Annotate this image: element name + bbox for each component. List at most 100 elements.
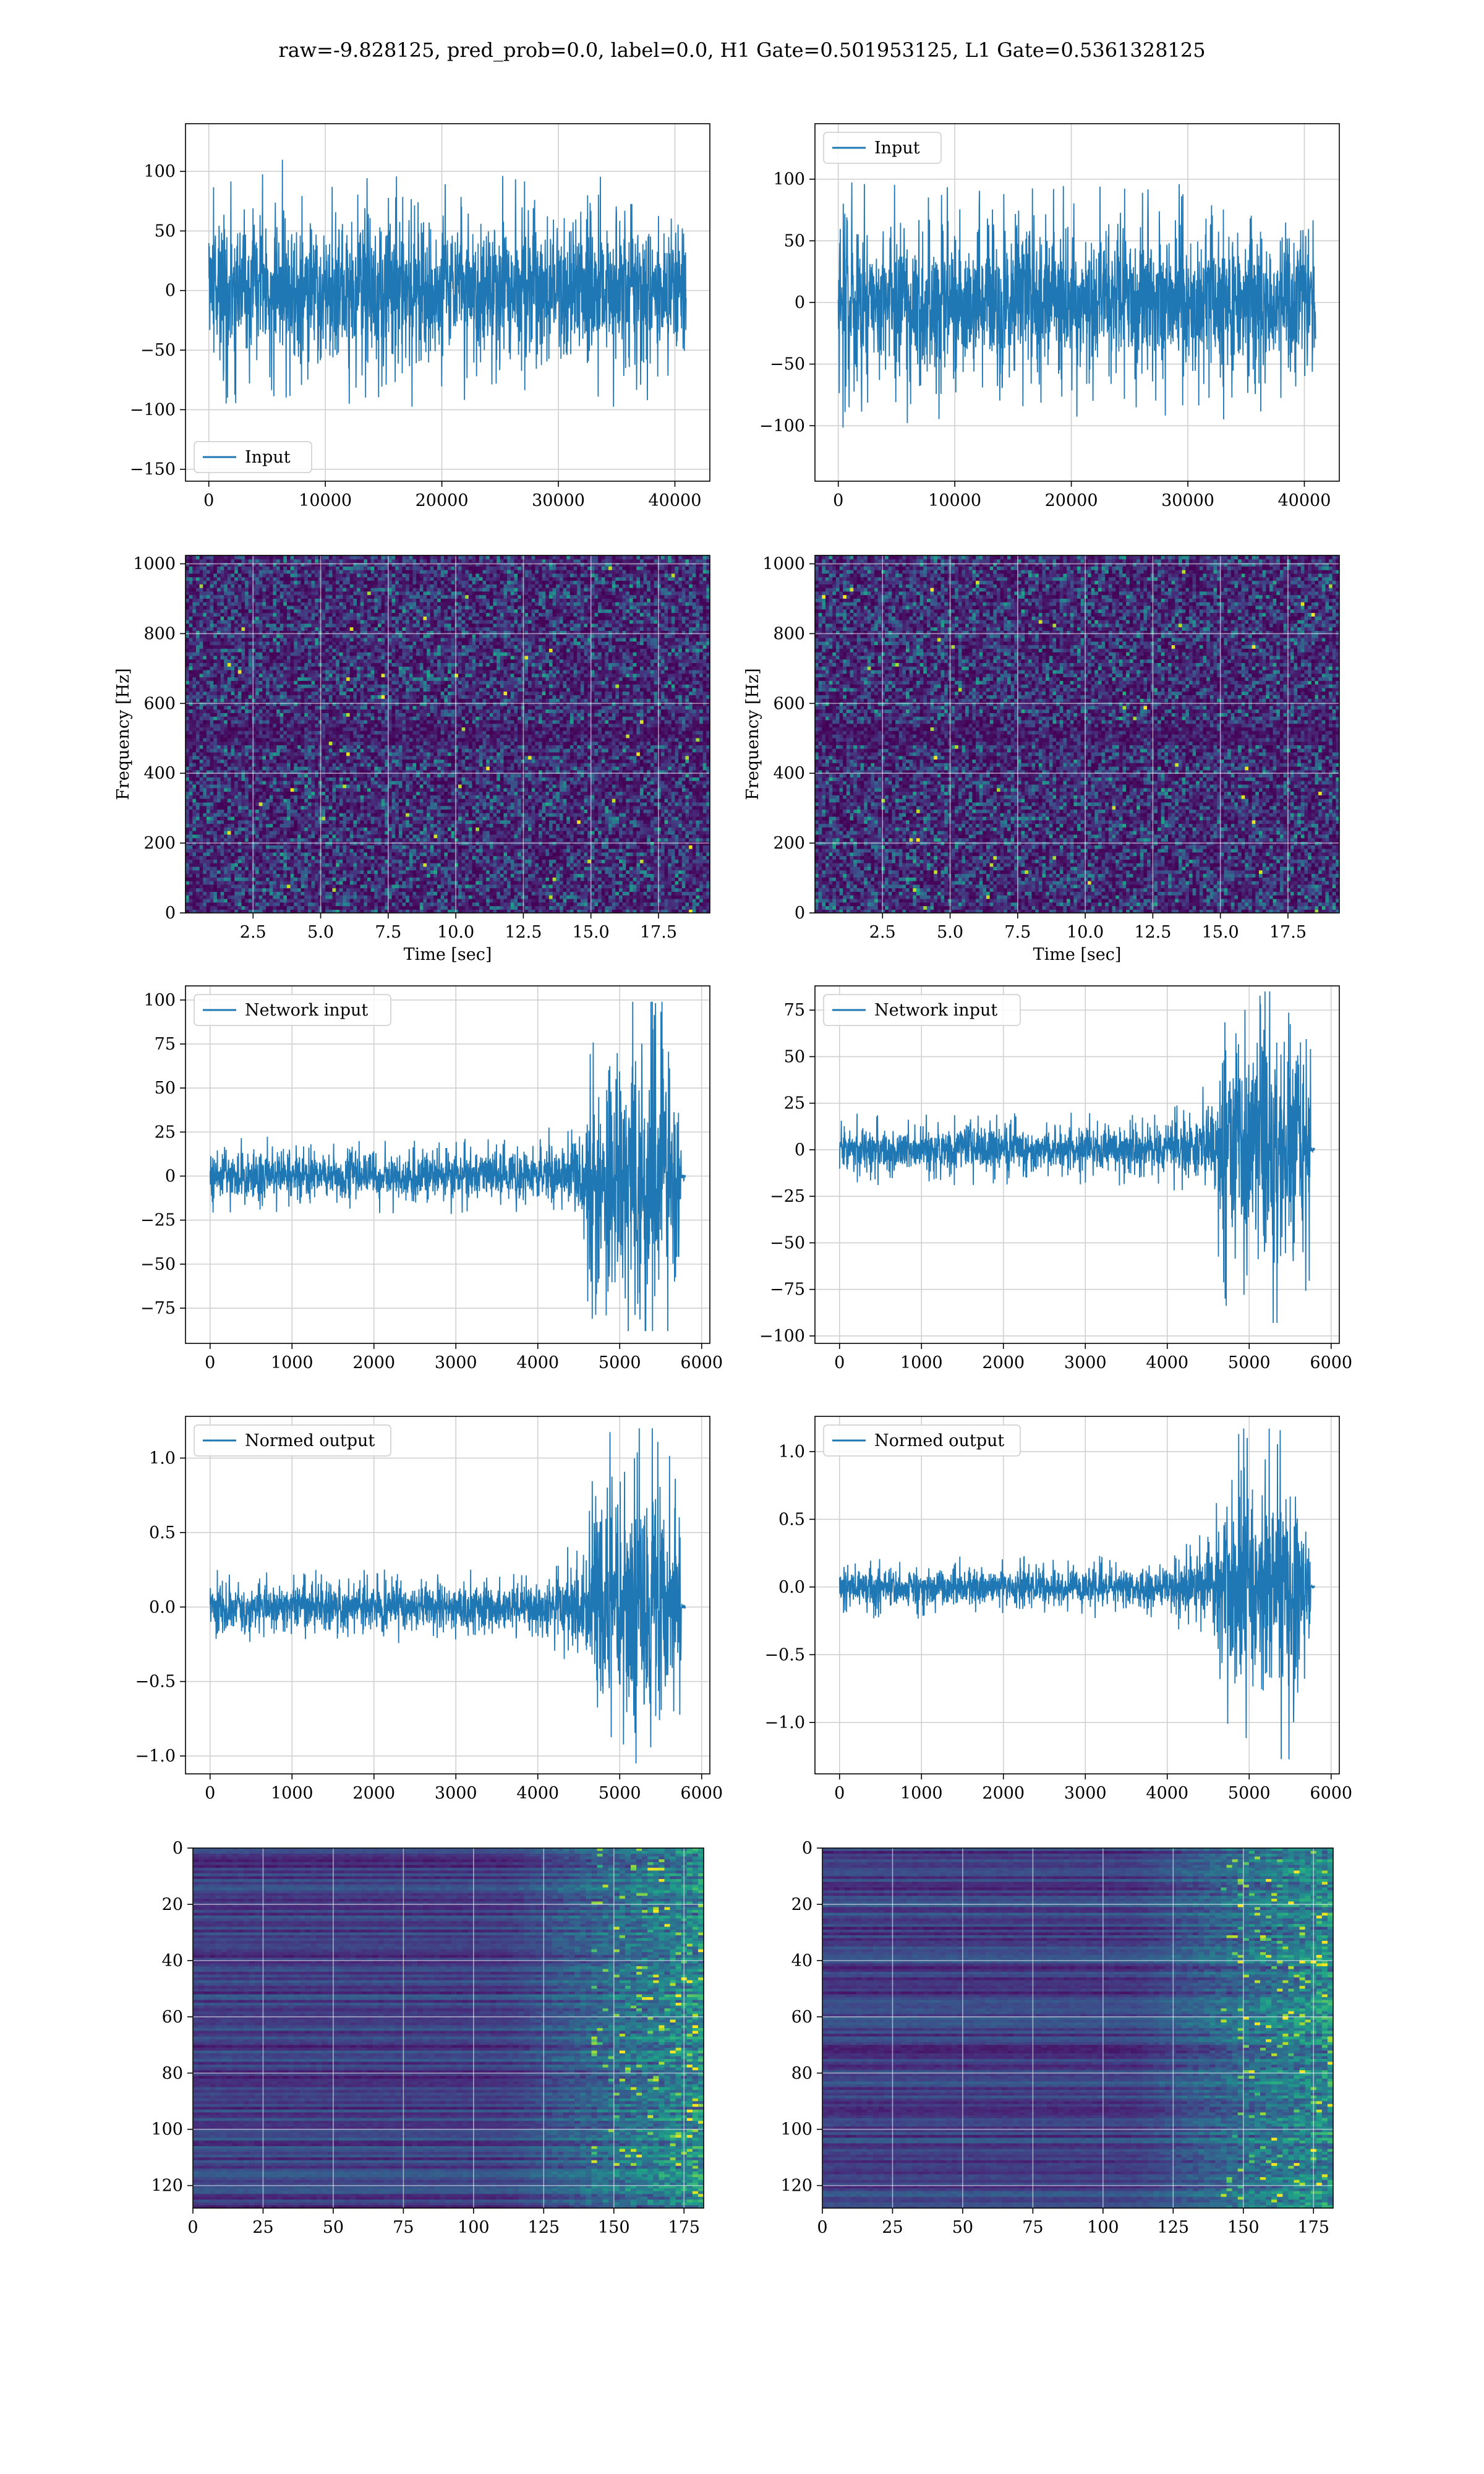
y-tick-label: −1.0: [135, 1747, 176, 1766]
y-tick-label: 1.0: [149, 1449, 176, 1468]
x-tick-label: 1000: [271, 1353, 313, 1372]
y-tick-label: 0.5: [149, 1523, 176, 1543]
l1-network-input-axes: 0 1000 2000 3000 4000 5000 6000 −100 −75 −50 −25 0 2…: [759, 1001, 1352, 1372]
l1-network-input-series-line: [838, 991, 1315, 1323]
y-tick-label: 0: [165, 281, 176, 301]
l1-normed-output-frame: [814, 1416, 1340, 1774]
l1-normed-output-series-line: [838, 1428, 1315, 1760]
legend-label: Input: [874, 139, 920, 158]
legend-label: Normed output: [245, 1431, 375, 1450]
x-tick-label: 1000: [271, 1784, 313, 1803]
y-axis-label: Frequency [Hz]: [114, 668, 133, 800]
l1-network-input-legend: Network input: [823, 994, 1021, 1026]
h1-spectrogram-heatmap: [186, 555, 710, 913]
x-tick-label: 10000: [928, 491, 981, 510]
x-tick-label: 15.0: [1202, 923, 1239, 942]
x-tick-label: 5000: [1228, 1353, 1271, 1372]
y-tick-label: 1000: [133, 555, 176, 574]
figure-title: raw=-9.828125, pred_prob=0.0, label=0.0,…: [0, 38, 1484, 62]
x-tick-label: 15.0: [573, 923, 610, 942]
y-tick-label: 100: [773, 170, 805, 189]
x-tick-label: 3000: [435, 1353, 477, 1372]
h1-input-chart: 0 10000 20000 30000 40000 −150 −100 −50 0 50 100 In…: [130, 123, 710, 510]
y-tick-label: −25: [770, 1187, 805, 1206]
l1-feature-map-heatmap: [822, 1848, 1333, 2208]
x-tick-label: 125: [1158, 2218, 1190, 2237]
y-tick-label: 200: [773, 834, 805, 853]
l1-feature-map-chart: 0 25 50 75 100 125 150 175 0 20 40 60 80 100 120: [780, 1839, 1334, 2237]
h1-input-series-line: [208, 160, 687, 407]
y-tick-label: 600: [143, 694, 176, 713]
x-tick-label: 7.5: [1004, 923, 1031, 942]
h1-normed-output-series-line: [209, 1428, 686, 1764]
y-tick-label: 25: [784, 1094, 805, 1113]
l1-spectrogram-heatmap: [815, 555, 1339, 913]
x-tick-label: 25: [882, 2218, 903, 2237]
y-tick-label: 20: [791, 1895, 812, 1914]
legend-label: Network input: [245, 1001, 368, 1020]
y-tick-label: 20: [162, 1895, 183, 1914]
x-tick-label: 10.0: [1067, 923, 1104, 942]
x-tick-label: 1000: [900, 1784, 943, 1803]
x-tick-label: 6000: [1310, 1353, 1352, 1372]
l1-normed-output-chart: 0 1000 2000 3000 4000 5000 6000 −1.0 −0.5 0.0 0.5 1…: [764, 1416, 1352, 1803]
x-tick-label: 5000: [599, 1784, 641, 1803]
y-tick-label: 50: [784, 1047, 805, 1066]
x-tick-label: 75: [393, 2218, 414, 2237]
y-tick-label: 0: [802, 1839, 812, 1858]
y-tick-label: 800: [143, 624, 176, 643]
x-tick-label: 12.5: [1134, 923, 1171, 942]
y-tick-label: 200: [143, 834, 176, 853]
legend-label: Input: [245, 448, 291, 467]
l1-network-input-grid: [815, 986, 1339, 1343]
l1-input-chart: 0 10000 20000 30000 40000 −100 −50 0 50 100 Input: [759, 123, 1340, 510]
y-tick-label: −100: [130, 400, 176, 419]
y-tick-label: 0: [795, 293, 805, 312]
y-tick-label: 400: [143, 764, 176, 783]
x-tick-label: 10000: [299, 491, 352, 510]
y-tick-label: 75: [155, 1035, 176, 1054]
x-tick-label: 150: [1227, 2218, 1260, 2237]
x-tick-label: 0: [203, 491, 214, 510]
x-tick-label: 100: [1087, 2218, 1119, 2237]
y-tick-label: −0.5: [764, 1645, 805, 1664]
legend-label: Network input: [874, 1001, 997, 1020]
y-tick-label: −75: [140, 1299, 176, 1318]
y-tick-label: 600: [773, 694, 805, 713]
h1-normed-output-axes: 0 1000 2000 3000 4000 5000 6000 −1.0 −0.5 0.0 0.5 1…: [135, 1449, 723, 1803]
y-tick-label: −100: [759, 416, 805, 435]
y-tick-label: 75: [784, 1001, 805, 1020]
x-tick-label: 4000: [1146, 1353, 1188, 1372]
x-tick-label: 17.5: [640, 923, 677, 942]
x-tick-label: 150: [598, 2218, 630, 2237]
x-tick-label: 30000: [1161, 491, 1214, 510]
x-tick-label: 5.0: [937, 923, 963, 942]
y-tick-label: 120: [151, 2177, 183, 2196]
y-tick-label: 0.0: [149, 1598, 176, 1617]
l1-feature-map-axes: 0 25 50 75 100 125 150 175 0 20 40 60 80 100 120: [780, 1839, 1329, 2237]
y-tick-label: 80: [162, 2064, 183, 2083]
x-tick-label: 12.5: [505, 923, 542, 942]
y-tick-label: 1.0: [778, 1442, 805, 1462]
y-tick-label: 50: [784, 231, 805, 250]
y-tick-label: 800: [773, 624, 805, 643]
x-tick-label: 5000: [599, 1353, 641, 1372]
x-tick-label: 40000: [649, 491, 702, 510]
h1-spectrogram-frame: [185, 555, 710, 914]
y-tick-label: 40: [162, 1951, 183, 1971]
y-tick-label: −25: [140, 1211, 176, 1230]
y-tick-label: −100: [759, 1327, 805, 1346]
l1-normed-output-legend: Normed output: [823, 1424, 1021, 1457]
x-tick-label: 2000: [352, 1784, 395, 1803]
y-tick-label: 0: [795, 1141, 805, 1160]
x-tick-label: 5000: [1228, 1784, 1271, 1803]
l1-network-input-chart: 0 1000 2000 3000 4000 5000 6000 −100 −75 −50 −25 0 2…: [759, 985, 1352, 1372]
legend-box: [823, 1424, 1021, 1457]
h1-network-input-frame: [185, 985, 710, 1344]
y-tick-label: 0: [173, 1839, 183, 1858]
x-tick-label: 17.5: [1269, 923, 1307, 942]
y-tick-label: 0: [795, 904, 805, 923]
h1-spectrogram-chart: 2.5 5.0 7.5 10.0 12.5 15.0 17.5 0 200 400 600 800 10…: [114, 555, 710, 964]
l1-input-axes: 0 10000 20000 30000 40000 −100 −50 0 50 100: [759, 170, 1331, 510]
y-tick-label: 400: [773, 764, 805, 783]
